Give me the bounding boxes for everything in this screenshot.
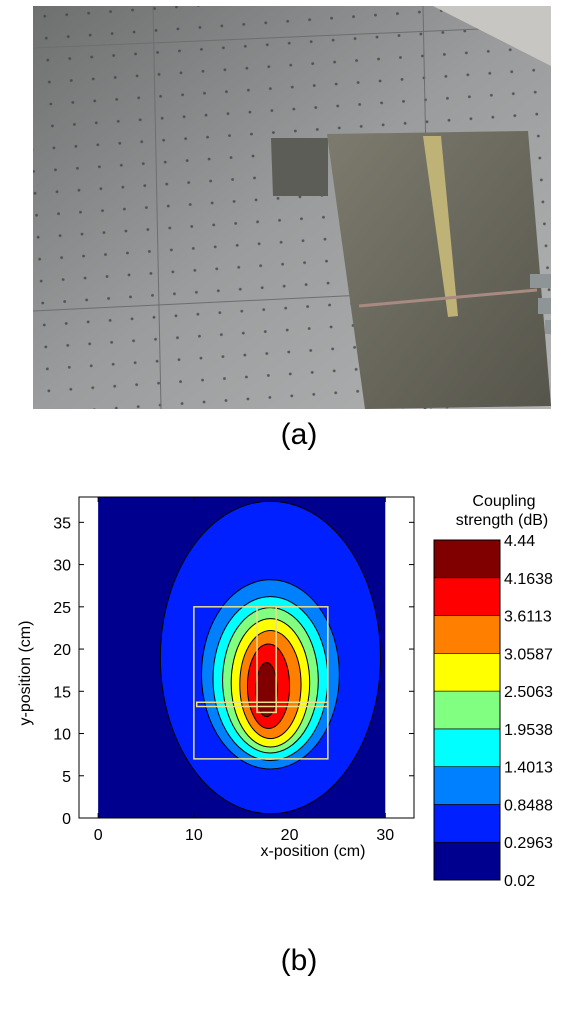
y-tick-label: 15 bbox=[53, 684, 71, 701]
experimental-setup-photo bbox=[33, 6, 551, 409]
plot-frame bbox=[78, 496, 415, 819]
colorbar-swatch bbox=[433, 577, 501, 616]
x-tick-label: 30 bbox=[376, 827, 394, 844]
contour-level-9 bbox=[255, 662, 278, 718]
panel-b-caption: (b) bbox=[280, 944, 318, 977]
colorbar-tick-label: 3.0587 bbox=[504, 646, 553, 663]
colorbar-tick-label: 0.2963 bbox=[504, 835, 553, 852]
colorbar-tick-label: 2.5063 bbox=[504, 684, 553, 701]
y-tick-label: 5 bbox=[62, 769, 71, 786]
x-tick-label: 10 bbox=[185, 827, 203, 844]
overlay-layer bbox=[193, 606, 329, 760]
y-tick-label: 30 bbox=[53, 558, 71, 575]
y-tick-label: 20 bbox=[53, 642, 71, 659]
colorbar-title-line1: Coupling bbox=[472, 493, 535, 510]
colorbar: 4.44 4.1638 3.6113 3.0587 2.5063 1.9538 1.4013… bbox=[433, 533, 553, 890]
colorbar-swatch bbox=[433, 653, 501, 692]
axes: 0 10 20 30 0 5 10 15 20 25 30 35 bbox=[53, 497, 414, 844]
y-axis-label: y-position (cm) bbox=[17, 621, 34, 726]
colorbar-tick-label: 4.44 bbox=[504, 533, 535, 550]
colorbar-swatch bbox=[433, 841, 501, 881]
y-tick-label: 10 bbox=[53, 727, 71, 744]
colorbar-tick-label: 0.02 bbox=[504, 873, 535, 890]
x-axis-label: x-position (cm) bbox=[261, 843, 366, 860]
feed-line-outline bbox=[195, 701, 329, 708]
colorbar-swatch bbox=[433, 615, 501, 654]
y-tick-label: 35 bbox=[53, 515, 71, 532]
colorbar-swatch bbox=[433, 539, 501, 579]
y-tick-label: 25 bbox=[53, 600, 71, 617]
colorbar-swatch bbox=[433, 690, 501, 730]
contour-layer bbox=[98, 497, 386, 818]
panel-a-caption: (a) bbox=[280, 418, 318, 451]
x-tick-label: 20 bbox=[281, 827, 299, 844]
colorbar-tick-label: 1.9538 bbox=[504, 722, 553, 739]
colorbar-swatch bbox=[433, 728, 501, 767]
colorbar-swatch bbox=[433, 766, 501, 805]
colorbar-frame bbox=[433, 539, 501, 881]
x-tick-label: 0 bbox=[94, 827, 103, 844]
colorbar-swatch bbox=[433, 804, 501, 843]
colorbar-tick-label: 4.1638 bbox=[504, 571, 553, 588]
colorbar-title-line2: strength (dB) bbox=[456, 512, 548, 529]
colorbar-tick-label: 1.4013 bbox=[504, 760, 553, 777]
coupling-contour-chart: 0 10 20 30 0 5 10 15 20 25 30 35 x-position (cm) y-… bbox=[17, 493, 553, 890]
colorbar-tick-label: 3.6113 bbox=[504, 609, 552, 626]
strip-outline bbox=[256, 606, 277, 714]
colorbar-tick-label: 0.8488 bbox=[504, 797, 553, 814]
y-tick-label: 0 bbox=[62, 811, 71, 828]
